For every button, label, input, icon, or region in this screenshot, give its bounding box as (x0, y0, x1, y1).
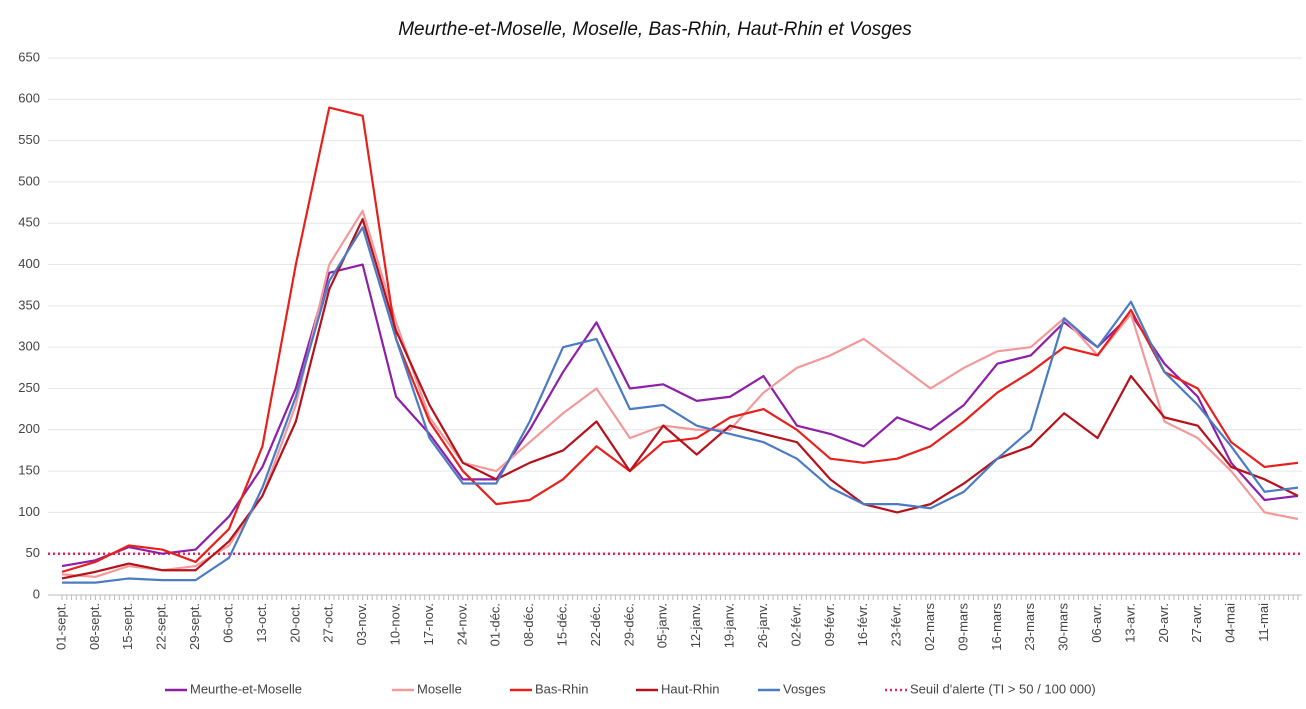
x-tick-label: 15-sept. (120, 603, 135, 650)
x-tick-label: 04-mai (1223, 603, 1238, 643)
x-tick-label: 08-déc. (521, 603, 536, 646)
x-tick-label: 19-janv. (722, 603, 737, 648)
x-tick-label: 27-avr. (1189, 603, 1204, 643)
x-tick-label: 09-mars (955, 603, 970, 651)
y-tick-label: 650 (18, 49, 40, 64)
x-tick-label: 26-janv. (755, 603, 770, 648)
x-tick-label: 05-janv. (655, 603, 670, 648)
x-tick-label: 20-avr. (1156, 603, 1171, 643)
y-tick-label: 450 (18, 215, 40, 230)
legend-label: Haut-Rhin (661, 681, 720, 696)
x-tick-label: 06-oct. (220, 603, 235, 643)
x-tick-label: 13-avr. (1122, 603, 1137, 643)
x-tick-label: 24-nov. (454, 603, 469, 645)
x-tick-label: 30-mars (1056, 603, 1071, 651)
series-line (61, 218, 1299, 580)
y-tick-label: 600 (18, 91, 40, 106)
series-line (62, 226, 1299, 584)
x-tick-label: 06-avr. (1089, 603, 1104, 643)
x-tick-label: 02-mars (922, 603, 937, 651)
chart-title: Meurthe-et-Moselle, Moselle, Bas-Rhin, H… (398, 19, 912, 40)
series-line (61, 209, 1299, 578)
x-tick-label: 11-mai (1256, 603, 1271, 642)
x-tick-label: 23-févr. (889, 603, 904, 646)
x-tick-label: 13-oct. (254, 603, 269, 643)
series-line (61, 106, 1299, 573)
x-tick-label: 22-déc. (588, 603, 603, 646)
x-tick-label: 03-nov. (354, 603, 369, 645)
y-tick-label: 500 (18, 173, 40, 188)
x-tick-label: 17-nov. (421, 603, 436, 645)
x-tick-label: 16-févr. (855, 603, 870, 646)
y-tick-label: 350 (18, 297, 40, 312)
y-tick-label: 300 (18, 339, 40, 354)
legend-label: Moselle (417, 681, 462, 696)
y-tick-label: 0 (33, 586, 40, 601)
x-tick-label: 20-oct. (287, 603, 302, 643)
x-tick-label: 08-sept. (87, 603, 102, 650)
legend-label: Meurthe-et-Moselle (190, 681, 302, 696)
x-tick-label: 27-oct. (321, 603, 336, 643)
x-tick-label: 22-sept. (154, 603, 169, 650)
legend-label: Vosges (783, 681, 826, 696)
y-tick-label: 400 (18, 256, 40, 271)
y-tick-label: 250 (18, 380, 40, 395)
y-tick-label: 50 (26, 545, 40, 560)
x-tick-label: 29-sept. (187, 603, 202, 650)
legend-label: Bas-Rhin (535, 681, 588, 696)
x-tick-label: 01-sept. (53, 603, 68, 650)
x-tick-label: 12-janv. (688, 603, 703, 648)
x-tick-label: 29-déc. (621, 603, 636, 646)
legend-label: Seuil d'alerte (TI > 50 / 100 000) (910, 681, 1096, 696)
x-tick-label: 02-févr. (788, 603, 803, 646)
x-tick-label: 10-nov. (387, 603, 402, 645)
x-tick-label: 23-mars (1022, 603, 1037, 651)
y-tick-label: 150 (18, 463, 40, 478)
x-tick-label: 01-déc. (488, 603, 503, 646)
y-tick-label: 200 (18, 421, 40, 436)
y-tick-label: 550 (18, 132, 40, 147)
x-tick-label: 15-déc. (555, 603, 570, 646)
y-tick-label: 100 (18, 504, 40, 519)
x-tick-label: 16-mars (989, 603, 1004, 651)
x-tick-label: 09-févr. (822, 603, 837, 646)
